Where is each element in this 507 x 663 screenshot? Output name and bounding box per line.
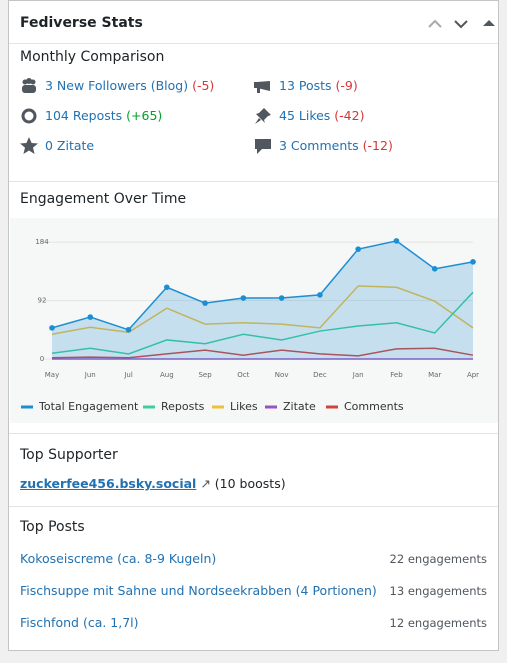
x-tick-label: Dec: [313, 371, 327, 379]
point: [431, 266, 438, 272]
stat-text[interactable]: 104 Reposts: [45, 108, 123, 123]
legend-label: Total Engagement: [38, 400, 139, 413]
supporter-link[interactable]: zuckerfee456.bsky.social: [20, 476, 197, 491]
x-tick-label: Mar: [428, 371, 441, 379]
stat: 104 Reposts (+65): [45, 108, 162, 123]
x-tick-label: May: [45, 371, 59, 379]
stat-text[interactable]: 3 New Followers (Blog): [45, 78, 189, 93]
stat-change: (+65): [126, 108, 163, 123]
supporter: zuckerfee456.bsky.social ↗ (10 boosts): [20, 476, 286, 491]
chart-bg: [10, 218, 498, 423]
x-tick-label: Apr: [467, 371, 479, 379]
point: [202, 300, 208, 306]
widget: Fediverse Stats Monthly Comparison 3 New…: [8, 0, 499, 651]
stat-text[interactable]: 0 Zitate: [45, 138, 95, 153]
point: [87, 314, 94, 320]
point: [125, 326, 132, 333]
stat: 13 Posts (-9): [279, 78, 358, 93]
line: [51, 291, 474, 355]
chart: 0 92 184 May Jun Jul Aug Sep Oct Nov Dec Jan Feb Mar A…: [10, 218, 498, 423]
x-tick-label: Jan: [352, 371, 364, 379]
post-title[interactable]: Kokoseiscreme (ca. 8-9 Kugeln): [20, 551, 217, 566]
legend-label: Comments: [344, 400, 404, 413]
legend-label: Zitate: [283, 400, 316, 413]
stat-icon: [254, 77, 272, 99]
y-tick-label: 92: [38, 297, 47, 305]
section-title: Monthly Comparison: [20, 49, 165, 65]
widget-title: Fediverse Stats: [20, 15, 143, 31]
widget-controls[interactable]: [427, 16, 497, 32]
x-tick-label: Jul: [123, 371, 133, 379]
post-title[interactable]: Fischfond (ca. 1,7l): [20, 615, 139, 630]
supporter-detail: (10 boosts): [214, 476, 286, 491]
x-tick-label: Aug: [160, 371, 174, 379]
point: [470, 259, 476, 265]
area: [52, 240, 473, 359]
post-count: 13 engagements: [389, 584, 487, 598]
x-tick-label: Feb: [390, 371, 403, 379]
section-title: Top Posts: [20, 519, 85, 535]
divider: [9, 433, 498, 434]
line: [51, 240, 474, 331]
stat-icon: [254, 137, 272, 159]
point: [278, 295, 285, 301]
divider: [9, 43, 498, 44]
line: [51, 347, 474, 359]
stat-icon: [20, 77, 38, 99]
stat-change: (-12): [362, 138, 393, 153]
stat-icon: [20, 137, 38, 159]
x-tick-label: Oct: [237, 371, 249, 379]
stat-text[interactable]: 3 Comments: [279, 138, 359, 153]
legend-label: Likes: [230, 400, 258, 413]
stat: 0 Zitate: [45, 138, 94, 153]
point: [393, 238, 400, 244]
point: [240, 295, 247, 301]
y-tick-label: 184: [35, 238, 49, 246]
x-tick-label: Nov: [275, 371, 289, 379]
section-title: Engagement Over Time: [20, 191, 187, 207]
x-tick-label: Jun: [84, 371, 96, 379]
section-title: Top Supporter: [20, 447, 118, 463]
post-count: 12 engagements: [389, 616, 487, 630]
point: [355, 246, 361, 252]
stat-change: (-5): [192, 78, 215, 93]
stat: 45 Likes (-42): [279, 108, 364, 123]
stat-icon: [254, 107, 272, 129]
legend-label: Reposts: [161, 400, 205, 413]
stat-text[interactable]: 13 Posts: [279, 78, 332, 93]
stat: 3 New Followers (Blog) (-5): [45, 78, 214, 93]
y-tick-label: 0: [40, 355, 44, 363]
stat-icon: [20, 107, 38, 129]
point: [49, 325, 55, 331]
external-icon: ↗: [200, 476, 211, 491]
post-count: 22 engagements: [389, 552, 487, 566]
line: [51, 285, 474, 335]
post-title[interactable]: Fischsuppe mit Sahne und Nordseekrabben …: [20, 583, 377, 598]
stat-text[interactable]: 45 Likes: [279, 108, 331, 123]
stat-change: (-42): [334, 108, 365, 123]
stat: 3 Comments (-12): [279, 138, 393, 153]
divider: [9, 181, 498, 182]
point: [164, 284, 170, 291]
x-tick-label: Sep: [198, 371, 212, 379]
stat-change: (-9): [335, 78, 358, 93]
point: [317, 292, 323, 298]
divider: [9, 506, 498, 507]
